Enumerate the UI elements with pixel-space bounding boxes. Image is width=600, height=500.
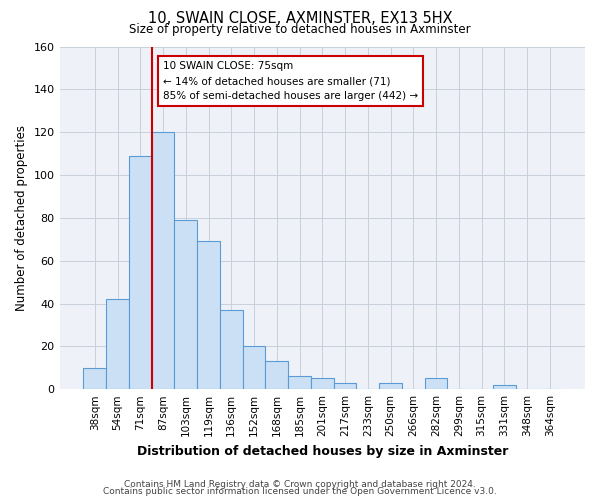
Bar	[493, 385, 515, 389]
Text: Contains public sector information licensed under the Open Government Licence v3: Contains public sector information licen…	[103, 487, 497, 496]
Bar	[220, 310, 242, 389]
Bar	[265, 362, 288, 389]
Bar	[197, 242, 220, 389]
Bar	[175, 220, 197, 389]
Y-axis label: Number of detached properties: Number of detached properties	[15, 125, 28, 311]
Text: 10, SWAIN CLOSE, AXMINSTER, EX13 5HX: 10, SWAIN CLOSE, AXMINSTER, EX13 5HX	[148, 11, 452, 26]
Bar	[334, 383, 356, 389]
Bar	[152, 132, 175, 389]
Bar	[311, 378, 334, 389]
Bar	[129, 156, 152, 389]
X-axis label: Distribution of detached houses by size in Axminster: Distribution of detached houses by size …	[137, 444, 508, 458]
Bar	[379, 383, 402, 389]
Bar	[288, 376, 311, 389]
Bar	[83, 368, 106, 389]
Bar	[106, 299, 129, 389]
Bar	[425, 378, 448, 389]
Bar	[242, 346, 265, 389]
Text: 10 SWAIN CLOSE: 75sqm
← 14% of detached houses are smaller (71)
85% of semi-deta: 10 SWAIN CLOSE: 75sqm ← 14% of detached …	[163, 62, 418, 101]
Text: Size of property relative to detached houses in Axminster: Size of property relative to detached ho…	[129, 22, 471, 36]
Text: Contains HM Land Registry data © Crown copyright and database right 2024.: Contains HM Land Registry data © Crown c…	[124, 480, 476, 489]
